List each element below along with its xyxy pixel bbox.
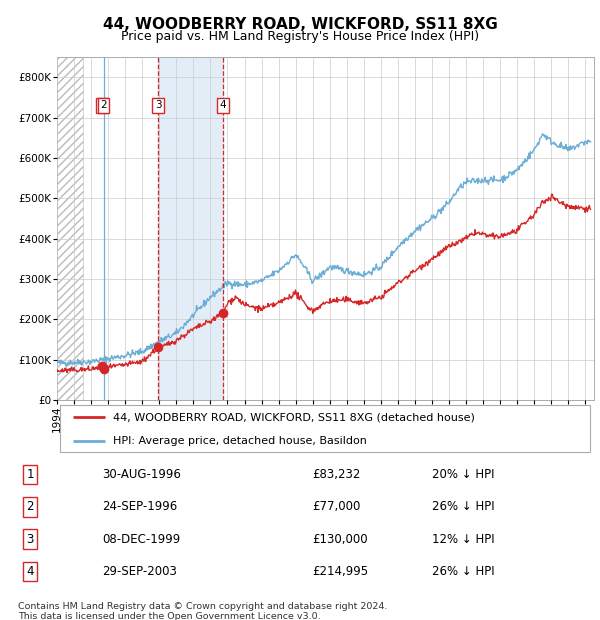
Text: 20% ↓ HPI: 20% ↓ HPI bbox=[432, 468, 494, 481]
Text: £130,000: £130,000 bbox=[312, 533, 368, 546]
Bar bbox=[158, 57, 223, 400]
Text: 1: 1 bbox=[26, 468, 34, 481]
Text: 1: 1 bbox=[99, 100, 106, 110]
Text: 26% ↓ HPI: 26% ↓ HPI bbox=[432, 500, 494, 513]
Text: 44, WOODBERRY ROAD, WICKFORD, SS11 8XG: 44, WOODBERRY ROAD, WICKFORD, SS11 8XG bbox=[103, 17, 497, 32]
Text: 3: 3 bbox=[26, 533, 34, 546]
Text: 2: 2 bbox=[26, 500, 34, 513]
Text: 12% ↓ HPI: 12% ↓ HPI bbox=[432, 533, 494, 546]
Text: 4: 4 bbox=[26, 565, 34, 578]
Text: Contains HM Land Registry data © Crown copyright and database right 2024.
This d: Contains HM Land Registry data © Crown c… bbox=[18, 602, 388, 620]
Text: Price paid vs. HM Land Registry's House Price Index (HPI): Price paid vs. HM Land Registry's House … bbox=[121, 30, 479, 43]
FancyBboxPatch shape bbox=[59, 405, 590, 452]
Text: 24-SEP-1996: 24-SEP-1996 bbox=[102, 500, 177, 513]
Text: HPI: Average price, detached house, Basildon: HPI: Average price, detached house, Basi… bbox=[113, 436, 367, 446]
Text: £83,232: £83,232 bbox=[312, 468, 361, 481]
Text: £214,995: £214,995 bbox=[312, 565, 368, 578]
Text: 2: 2 bbox=[100, 100, 107, 110]
Text: 44, WOODBERRY ROAD, WICKFORD, SS11 8XG (detached house): 44, WOODBERRY ROAD, WICKFORD, SS11 8XG (… bbox=[113, 412, 475, 422]
Text: 3: 3 bbox=[155, 100, 161, 110]
Text: £77,000: £77,000 bbox=[312, 500, 361, 513]
Text: 26% ↓ HPI: 26% ↓ HPI bbox=[432, 565, 494, 578]
Text: 29-SEP-2003: 29-SEP-2003 bbox=[102, 565, 177, 578]
Text: 08-DEC-1999: 08-DEC-1999 bbox=[102, 533, 180, 546]
Text: 30-AUG-1996: 30-AUG-1996 bbox=[102, 468, 181, 481]
Text: 4: 4 bbox=[220, 100, 227, 110]
